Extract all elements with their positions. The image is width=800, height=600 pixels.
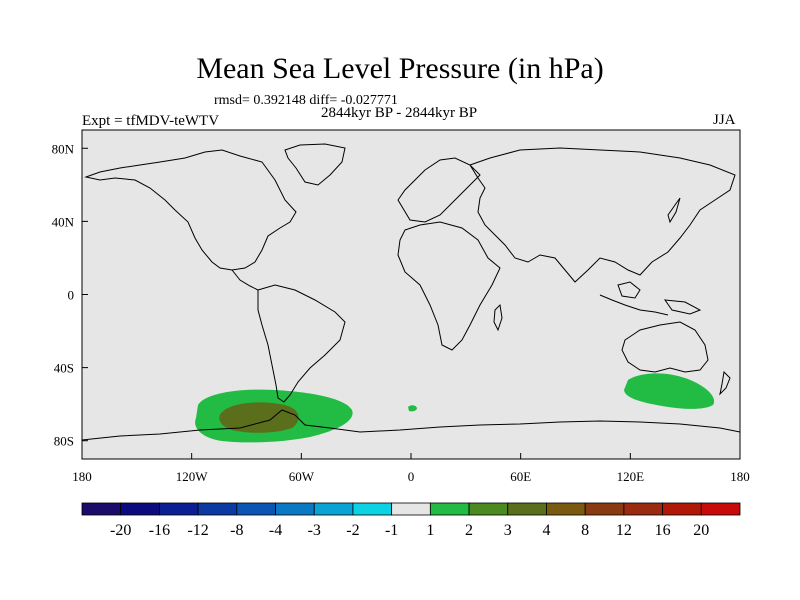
lat-label: 0 — [68, 288, 75, 303]
lon-label: 180 — [72, 469, 92, 484]
colorbar-label: -4 — [269, 522, 282, 539]
lon-label: 180 — [730, 469, 750, 484]
map-title: Mean Sea Level Pressure (in hPa) — [196, 52, 604, 85]
borneo-coastline — [617, 281, 641, 299]
coastlines — [81, 143, 741, 441]
lat-label: 80N — [52, 141, 75, 156]
colorbar-label: 4 — [542, 522, 550, 539]
colorbar-swatch — [275, 502, 315, 516]
colorbar-label: -1 — [385, 522, 398, 539]
colorbar-label: 8 — [581, 522, 589, 539]
colorbar: -20 -16 -12 -8 -4 -3 -2 -1 1 2 3 4 8 12 16 20 — [81, 502, 741, 539]
colorbar-swatch — [546, 502, 586, 516]
colorbar-swatch — [81, 502, 122, 516]
new-guinea-coastline — [663, 299, 702, 315]
colorbar-swatch — [391, 502, 431, 516]
southern-indian-ocean-anomaly — [624, 373, 715, 409]
colorbar-swatch — [584, 502, 625, 516]
north-america-coastline — [84, 149, 297, 271]
colorbar-swatch — [313, 502, 354, 516]
colorbar-label: -8 — [230, 522, 243, 539]
lat-label: 40N — [52, 214, 75, 229]
central-america-coastline — [231, 269, 259, 291]
africa-coastline — [397, 221, 501, 351]
new-zealand-coastline — [719, 370, 731, 396]
axes-layer: 80N 40N 0 40S 80S 180 120W 60W 0 60E 120E 180 — [52, 141, 750, 484]
lon-label: 120E — [617, 469, 645, 484]
antarctica-coastline — [81, 409, 741, 441]
season-label: JJA — [713, 112, 736, 128]
japan-coastline — [667, 197, 681, 224]
south-pacific-core-anomaly — [219, 402, 299, 433]
australia-coastline — [621, 321, 709, 373]
colorbar-label: -20 — [110, 522, 131, 539]
colorbar-swatch — [700, 502, 741, 516]
colorbar-swatch — [662, 502, 702, 516]
colorbar-label: 1 — [426, 522, 434, 539]
colorbar-label: 20 — [693, 522, 709, 539]
colorbar-label: 2 — [465, 522, 473, 539]
colorbar-label: -12 — [187, 522, 208, 539]
colorbar-swatch — [352, 502, 393, 516]
europe-coastline — [397, 157, 481, 223]
south-atlantic-small-anomaly — [408, 405, 417, 412]
colorbar-label: -2 — [346, 522, 359, 539]
greenland-coastline — [284, 143, 346, 186]
colorbar-swatch — [236, 502, 276, 516]
lon-label: 60E — [510, 469, 531, 484]
indonesia-coastline — [599, 294, 669, 316]
lat-label: 80S — [54, 434, 74, 449]
colorbar-swatch — [468, 502, 509, 516]
colorbar-swatch — [197, 502, 238, 516]
colorbar-swatch — [429, 502, 470, 516]
colorbar-swatch — [120, 502, 160, 516]
lon-label: 120W — [176, 469, 209, 484]
lon-label: 0 — [408, 469, 415, 484]
colorbar-label: -16 — [149, 522, 170, 539]
anomaly-layer — [195, 373, 715, 443]
colorbar-label: 16 — [655, 522, 671, 539]
statistics-line: rmsd= 0.392148 diff= -0.027771 — [214, 93, 398, 108]
asia-coastline — [469, 147, 736, 283]
time-period: 2844kyr BP - 2844kyr BP — [321, 105, 478, 121]
colorbar-label: 12 — [616, 522, 632, 539]
colorbar-label: -3 — [308, 522, 321, 539]
south-america-coastline — [257, 284, 346, 403]
colorbar-swatch — [623, 502, 663, 516]
colorbar-swatch — [507, 502, 547, 516]
madagascar-coastline — [493, 303, 503, 332]
colorbar-swatch — [159, 502, 199, 516]
lon-label: 60W — [289, 469, 315, 484]
lat-label: 40S — [54, 361, 74, 376]
map-panel — [81, 129, 741, 460]
experiment-label: Expt = tfMDV-teWTV — [82, 113, 220, 129]
colorbar-label: 3 — [504, 522, 512, 539]
